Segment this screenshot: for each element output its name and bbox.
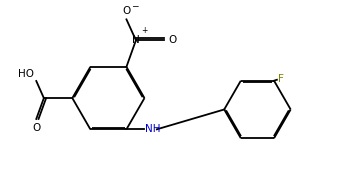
Text: +: + bbox=[142, 26, 148, 35]
Text: O: O bbox=[168, 35, 176, 45]
Text: −: − bbox=[131, 1, 139, 10]
Text: HO: HO bbox=[18, 69, 34, 79]
Text: NH: NH bbox=[146, 124, 161, 134]
Text: N: N bbox=[132, 35, 140, 45]
Text: F: F bbox=[278, 74, 284, 84]
Text: O: O bbox=[32, 123, 40, 133]
Text: O: O bbox=[122, 6, 131, 16]
